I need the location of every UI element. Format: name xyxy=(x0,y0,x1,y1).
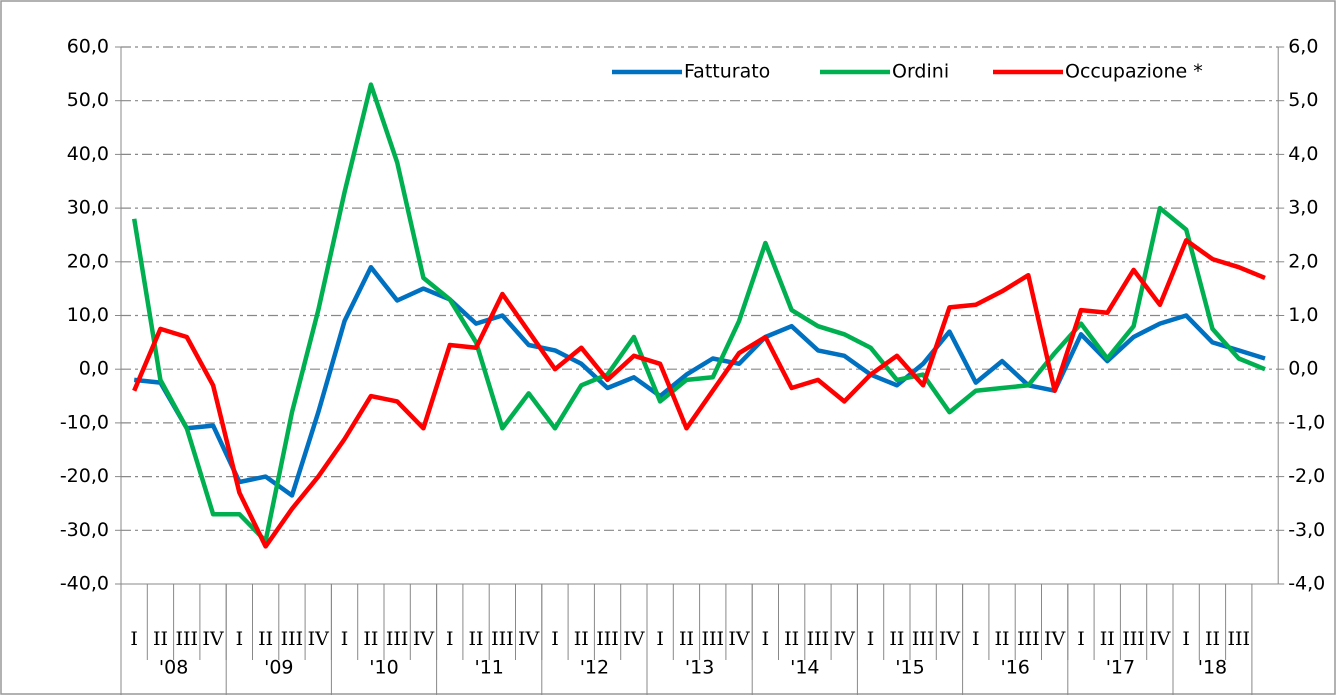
y2-tick-label: 0,0 xyxy=(1288,358,1318,380)
x-tick-label: IV xyxy=(834,628,856,650)
x-tick-label: III xyxy=(281,628,304,650)
legend-label: Ordini xyxy=(892,61,949,83)
x-tick-label: II xyxy=(784,628,799,650)
x-tick-label: III xyxy=(807,628,830,650)
x-group-label: '10 xyxy=(369,657,398,679)
y-tick-label: 40,0 xyxy=(67,143,109,165)
legend-label: Occupazione * xyxy=(1065,61,1203,83)
x-tick-label: III xyxy=(1017,628,1040,650)
y-tick-label: -40,0 xyxy=(60,573,109,595)
y-tick-label: 20,0 xyxy=(67,250,109,272)
x-tick-label: II xyxy=(363,628,378,650)
y2-tick-label: -3,0 xyxy=(1288,519,1325,541)
y-tick-label: -30,0 xyxy=(60,519,109,541)
y2-tick-label: -1,0 xyxy=(1288,411,1325,433)
legend-label: Fatturato xyxy=(684,61,770,83)
x-tick-label: IV xyxy=(202,628,224,650)
x-tick-label: II xyxy=(153,628,168,650)
y2-tick-label: 6,0 xyxy=(1288,36,1318,58)
x-tick-label: II xyxy=(995,628,1010,650)
y2-tick-label: -4,0 xyxy=(1288,573,1325,595)
x-tick-label: III xyxy=(386,628,409,650)
series-line xyxy=(133,264,1266,498)
x-tick-label: II xyxy=(258,628,273,650)
x-tick-label: IV xyxy=(623,628,645,650)
x-group-label: '09 xyxy=(264,657,293,679)
x-tick-label: III xyxy=(175,628,198,650)
x-tick-label: I xyxy=(867,628,875,650)
y2-tick-label: 2,0 xyxy=(1288,250,1318,272)
y-tick-label: 30,0 xyxy=(67,197,109,219)
y2-tick-label: 1,0 xyxy=(1288,304,1318,326)
x-tick-label: I xyxy=(341,628,349,650)
x-tick-label: I xyxy=(1077,628,1085,650)
x-tick-label: I xyxy=(656,628,664,650)
y2-tick-label: -2,0 xyxy=(1288,465,1325,487)
x-group-label: '13 xyxy=(685,657,714,679)
y2-tick-label: 3,0 xyxy=(1288,197,1318,219)
x-tick-label: II xyxy=(1205,628,1220,650)
x-tick-label: I xyxy=(762,628,770,650)
x-tick-label: I xyxy=(130,628,138,650)
y2-tick-label: 4,0 xyxy=(1288,143,1318,165)
x-tick-label: II xyxy=(889,628,904,650)
x-tick-label: III xyxy=(491,628,514,650)
x-tick-label: IV xyxy=(308,628,330,650)
y-tick-label: 50,0 xyxy=(67,89,109,111)
x-group-label: '11 xyxy=(474,657,503,679)
x-tick-label: II xyxy=(679,628,694,650)
x-tick-label: II xyxy=(1100,628,1115,650)
y-tick-label: -10,0 xyxy=(60,411,109,433)
x-tick-label: III xyxy=(912,628,935,650)
y-tick-label: 10,0 xyxy=(67,304,109,326)
y-tick-label: 60,0 xyxy=(67,36,109,58)
x-tick-label: IV xyxy=(939,628,961,650)
x-group-label: '17 xyxy=(1106,657,1135,679)
x-tick-label: I xyxy=(972,628,980,650)
x-group-label: '15 xyxy=(895,657,924,679)
y-tick-label: -20,0 xyxy=(60,465,109,487)
x-tick-label: I xyxy=(236,628,244,650)
series-line xyxy=(132,238,1266,549)
x-group-label: '18 xyxy=(1198,657,1227,679)
y2-tick-label: 5,0 xyxy=(1288,89,1318,111)
x-tick-label: IV xyxy=(1044,628,1066,650)
x-group-label: '14 xyxy=(790,657,819,679)
x-tick-label: III xyxy=(701,628,724,650)
x-tick-label: III xyxy=(1122,628,1145,650)
x-tick-label: IV xyxy=(518,628,540,650)
x-tick-label: II xyxy=(469,628,484,650)
x-tick-label: IV xyxy=(413,628,435,650)
x-tick-label: III xyxy=(596,628,619,650)
x-tick-label: I xyxy=(1182,628,1190,650)
x-tick-label: I xyxy=(446,628,454,650)
x-group-label: '08 xyxy=(159,657,188,679)
x-tick-label: IV xyxy=(1149,628,1171,650)
x-tick-label: IV xyxy=(728,628,750,650)
x-tick-label: I xyxy=(551,628,559,650)
y-tick-label: 0,0 xyxy=(79,358,109,380)
x-group-label: '12 xyxy=(580,657,609,679)
x-group-label: '16 xyxy=(1000,657,1029,679)
x-tick-label: III xyxy=(1227,628,1250,650)
x-tick-label: II xyxy=(574,628,589,650)
